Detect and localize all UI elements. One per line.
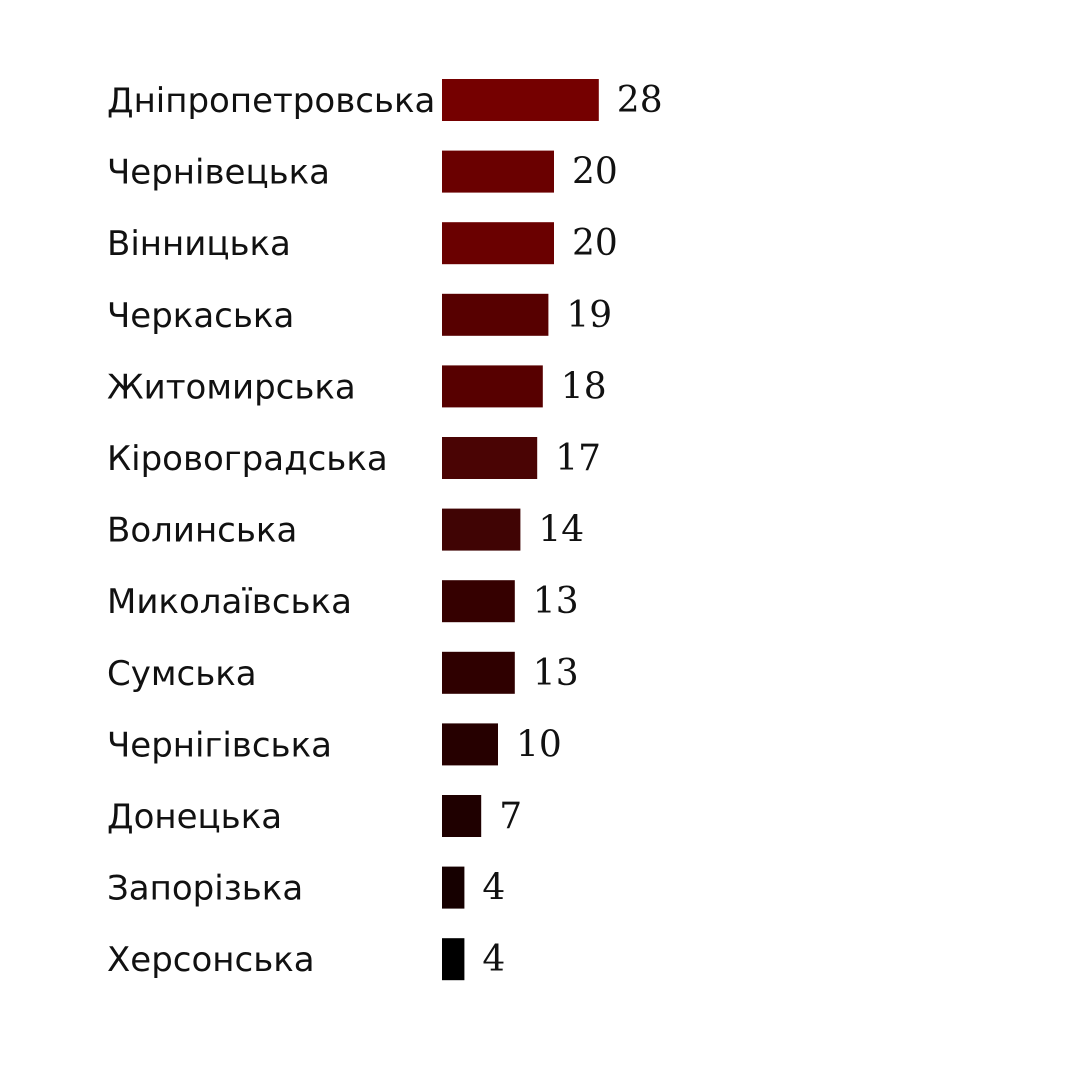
bar-row: Волинська 14 [107,508,584,551]
value-label: 7 [499,796,522,837]
category-label: Житомирська [107,367,356,407]
value-label: 18 [561,366,607,407]
value-label: 19 [566,295,612,336]
bar-row: Чернівецька 20 [107,150,618,193]
value-label: 20 [572,152,618,193]
category-label: Кіровоградська [107,439,388,479]
category-label: Запорізька [107,869,303,909]
value-label: 28 [617,80,663,121]
bar-row: Вінницька 20 [107,222,618,265]
value-label: 17 [555,438,601,479]
category-label: Чернігівська [107,725,332,765]
category-label: Чернівецька [107,153,330,193]
bar [442,866,465,909]
category-label: Черкаська [107,296,294,336]
value-label: 14 [538,510,584,551]
value-label: 10 [516,724,562,765]
bar-row: Херсонська 4 [107,938,505,981]
category-label: Вінницька [107,224,291,264]
bar [442,222,554,265]
category-label: Сумська [107,654,257,694]
bar [442,293,549,336]
bar-row: Миколаївська 13 [107,580,579,623]
bar-row: Сумська 13 [107,651,579,694]
bar [442,651,515,694]
bar-row: Чернігівська 10 [107,723,562,766]
bar-row: Запорізька 4 [107,866,505,909]
bar [442,79,599,121]
bar-row: Житомирська 18 [107,365,607,408]
value-label: 13 [533,581,579,622]
bar-row: Кіровоградська 17 [107,437,601,479]
category-label: Миколаївська [107,582,352,622]
value-label: 13 [533,653,579,694]
bar-row: Донецька 7 [107,795,522,837]
bar-row: Черкаська 19 [107,293,612,336]
bar [442,580,515,623]
bar [442,508,521,551]
bar [442,938,465,981]
category-label: Волинська [107,511,297,551]
bar [442,150,554,193]
bar [442,795,482,837]
bar-row: Дніпропетровська 28 [107,79,663,121]
value-label: 4 [482,939,505,980]
category-label: Херсонська [107,940,315,980]
bar [442,437,538,479]
category-label: Донецька [107,797,282,837]
bar [442,723,498,766]
value-label: 20 [572,223,618,264]
value-label: 4 [482,868,505,909]
bar [442,365,543,408]
category-label: Дніпропетровська [107,81,435,121]
